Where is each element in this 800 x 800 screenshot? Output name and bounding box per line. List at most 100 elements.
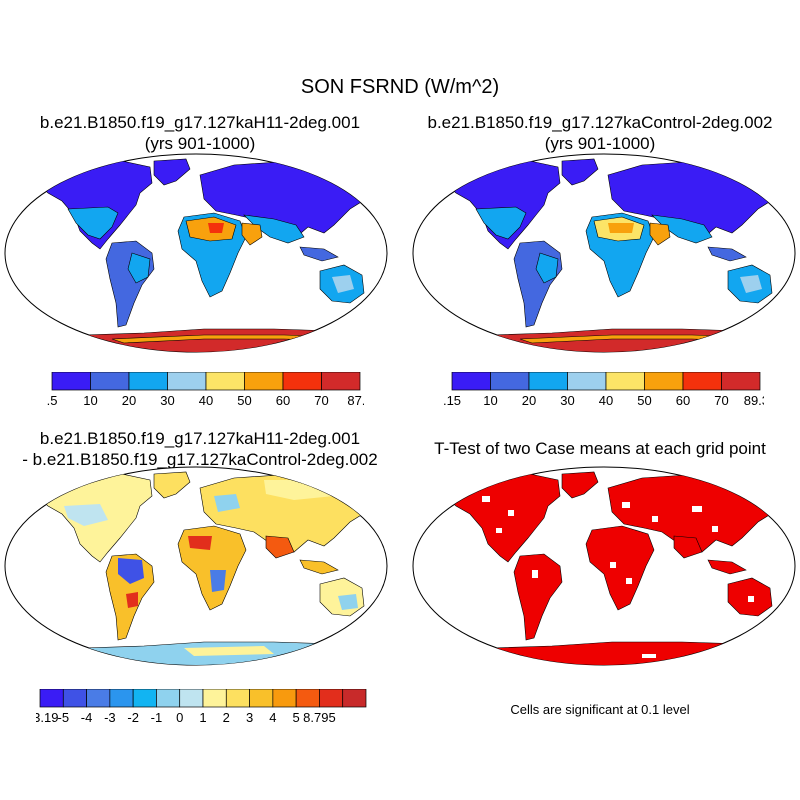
map-2-sa-east bbox=[535, 252, 559, 284]
colorbar-3-label-6: 0 bbox=[176, 710, 183, 725]
colorbar-1-label-0: .5 bbox=[47, 393, 58, 406]
map-2-australia-center bbox=[740, 275, 762, 293]
colorbar-2-box-2 bbox=[528, 372, 568, 391]
colorbar-3-box-9 bbox=[249, 689, 274, 708]
colorbar-3-label-11: 5 bbox=[293, 710, 300, 725]
figure-title: SON FSRND (W/m^2) bbox=[300, 76, 500, 98]
panel-1-title-line2: (yrs 901-1000) bbox=[144, 134, 256, 153]
map-4-antarctica bbox=[413, 641, 795, 665]
colorbar-3-label-5: -1 bbox=[151, 710, 163, 725]
map-1-indonesia bbox=[299, 246, 339, 262]
colorbar-2-box-1 bbox=[490, 372, 530, 391]
colorbar-2-label-1: 10 bbox=[483, 393, 497, 406]
map-3-indonesia bbox=[299, 559, 339, 575]
colorbar-3-label-9: 3 bbox=[246, 710, 253, 725]
colorbar-3-box-13 bbox=[342, 689, 367, 708]
colorbar-3-box-5 bbox=[156, 689, 181, 708]
map-3-sa-south bbox=[126, 592, 138, 608]
colorbar-2-label-0: .15 bbox=[444, 393, 461, 406]
map-2-sahara-core bbox=[608, 223, 634, 233]
colorbar-3-box-8 bbox=[225, 689, 250, 708]
colorbar-2-label-6: 60 bbox=[676, 393, 690, 406]
panel-2-title: b.e21.B1850.f19_g17.127kaControl-2deg.00… bbox=[400, 112, 800, 154]
map-3-amazon bbox=[118, 558, 144, 584]
colorbar-1-box-0 bbox=[51, 372, 91, 391]
map-4-india bbox=[673, 535, 703, 559]
panel-2-title-line1: b.e21.B1850.f19_g17.127kaControl-2deg.00… bbox=[427, 113, 773, 132]
map-3-na-patch bbox=[64, 504, 108, 526]
map-4-greenland bbox=[561, 471, 599, 499]
colorbar-1-box-2 bbox=[128, 372, 168, 391]
panel-3-title-line1: b.e21.B1850.f19_g17.127kaH11-2deg.001 bbox=[39, 429, 361, 448]
colorbar-1-box-7 bbox=[321, 372, 361, 391]
map-3-europe-patch bbox=[214, 494, 240, 512]
map-1-greenland bbox=[153, 158, 191, 186]
map-panel-4 bbox=[412, 466, 796, 666]
panel-1-title: b.e21.B1850.f19_g17.127kaH11-2deg.001 (y… bbox=[0, 112, 400, 154]
map-panel-1 bbox=[4, 153, 388, 353]
colorbar-2-label-4: 40 bbox=[599, 393, 613, 406]
colorbar-1-box-5 bbox=[244, 372, 284, 391]
map-1-arabia bbox=[241, 222, 263, 246]
panel-3-title: b.e21.B1850.f19_g17.127kaH11-2deg.001 - … bbox=[0, 428, 400, 470]
map-2-greenland bbox=[561, 158, 599, 186]
colorbar-1-label-5: 50 bbox=[237, 393, 251, 406]
colorbar-2-box-7 bbox=[721, 372, 761, 391]
map-1-north-america bbox=[35, 160, 153, 250]
colorbar-3-box-3 bbox=[109, 689, 134, 708]
colorbar-2-box-4 bbox=[605, 372, 645, 391]
colorbar-3-box-12 bbox=[319, 689, 344, 708]
colorbar-panel-3: -13.19-5 -4 -3 -2 -1 0 1 2 3 4 58.795 bbox=[36, 689, 367, 725]
colorbar-2-label-8: 89.34 bbox=[744, 393, 764, 406]
colorbar-2-box-0 bbox=[451, 372, 491, 391]
colorbar-1-label-4: 40 bbox=[199, 393, 213, 406]
map-1-australia-center bbox=[332, 275, 354, 293]
panel-4-title-line1: T-Test of two Case means at each grid po… bbox=[434, 439, 766, 458]
map-4-indonesia bbox=[707, 559, 747, 575]
map-3-sahel bbox=[188, 536, 212, 550]
colorbar-1-box-4 bbox=[205, 372, 245, 391]
map-4-south-america bbox=[513, 553, 563, 641]
colorbar-3-label-3: -3 bbox=[104, 710, 116, 725]
map-1-sahara-core bbox=[208, 223, 224, 233]
colorbar-1-label-7: 70 bbox=[314, 393, 328, 406]
colorbar-1-label-6: 60 bbox=[276, 393, 290, 406]
map-2-antarctica bbox=[413, 328, 795, 352]
colorbar-2-label-5: 50 bbox=[637, 393, 651, 406]
map-3-australia-patch bbox=[338, 594, 358, 610]
colorbar-3-label-7: 1 bbox=[199, 710, 206, 725]
colorbar-2-box-5 bbox=[644, 372, 684, 391]
colorbar-3-box-6 bbox=[179, 689, 204, 708]
colorbar-3-box-0 bbox=[39, 689, 64, 708]
colorbar-3-label-10: 4 bbox=[269, 710, 276, 725]
colorbar-3-box-4 bbox=[132, 689, 157, 708]
colorbar-panel-2: .15 10 20 30 40 50 60 70 89.34 bbox=[444, 372, 764, 406]
map-3-india bbox=[265, 535, 295, 559]
colorbar-3-box-11 bbox=[295, 689, 320, 708]
map-1-usa-belt bbox=[67, 206, 119, 240]
colorbar-1-label-8: 87.1 bbox=[347, 393, 364, 406]
colorbar-1-label-3: 30 bbox=[160, 393, 174, 406]
map-3-greenland bbox=[153, 471, 191, 499]
panel-4-title: T-Test of two Case means at each grid po… bbox=[400, 438, 800, 459]
colorbar-1-box-3 bbox=[167, 372, 207, 391]
colorbar-3-label-12: 8.795 bbox=[303, 710, 336, 725]
colorbar-3-label-0: -13.19 bbox=[36, 710, 58, 725]
map-1-antarctica bbox=[5, 328, 387, 352]
colorbar-3-label-8: 2 bbox=[223, 710, 230, 725]
colorbar-3-label-1: -5 bbox=[58, 710, 70, 725]
colorbar-3-box-2 bbox=[86, 689, 111, 708]
colorbar-1-box-1 bbox=[90, 372, 130, 391]
colorbar-2-label-2: 20 bbox=[522, 393, 536, 406]
panel-3-title-line2: - b.e21.B1850.f19_g17.127kaControl-2deg.… bbox=[22, 450, 378, 469]
colorbar-2-label-3: 30 bbox=[560, 393, 574, 406]
map-panel-3 bbox=[4, 466, 388, 666]
colorbar-2-label-7: 70 bbox=[714, 393, 728, 406]
map-4-north-america bbox=[443, 473, 561, 563]
map-4-africa bbox=[585, 525, 655, 611]
panel-1-title-line1: b.e21.B1850.f19_g17.127kaH11-2deg.001 bbox=[39, 113, 361, 132]
map-2-indonesia bbox=[707, 246, 747, 262]
map-3-africa-south bbox=[210, 570, 226, 592]
colorbar-1-label-2: 20 bbox=[122, 393, 136, 406]
significance-note: Cells are significant at 0.1 level bbox=[510, 702, 690, 717]
